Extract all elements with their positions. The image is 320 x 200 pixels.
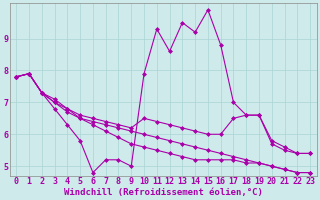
X-axis label: Windchill (Refroidissement éolien,°C): Windchill (Refroidissement éolien,°C) bbox=[64, 188, 263, 197]
